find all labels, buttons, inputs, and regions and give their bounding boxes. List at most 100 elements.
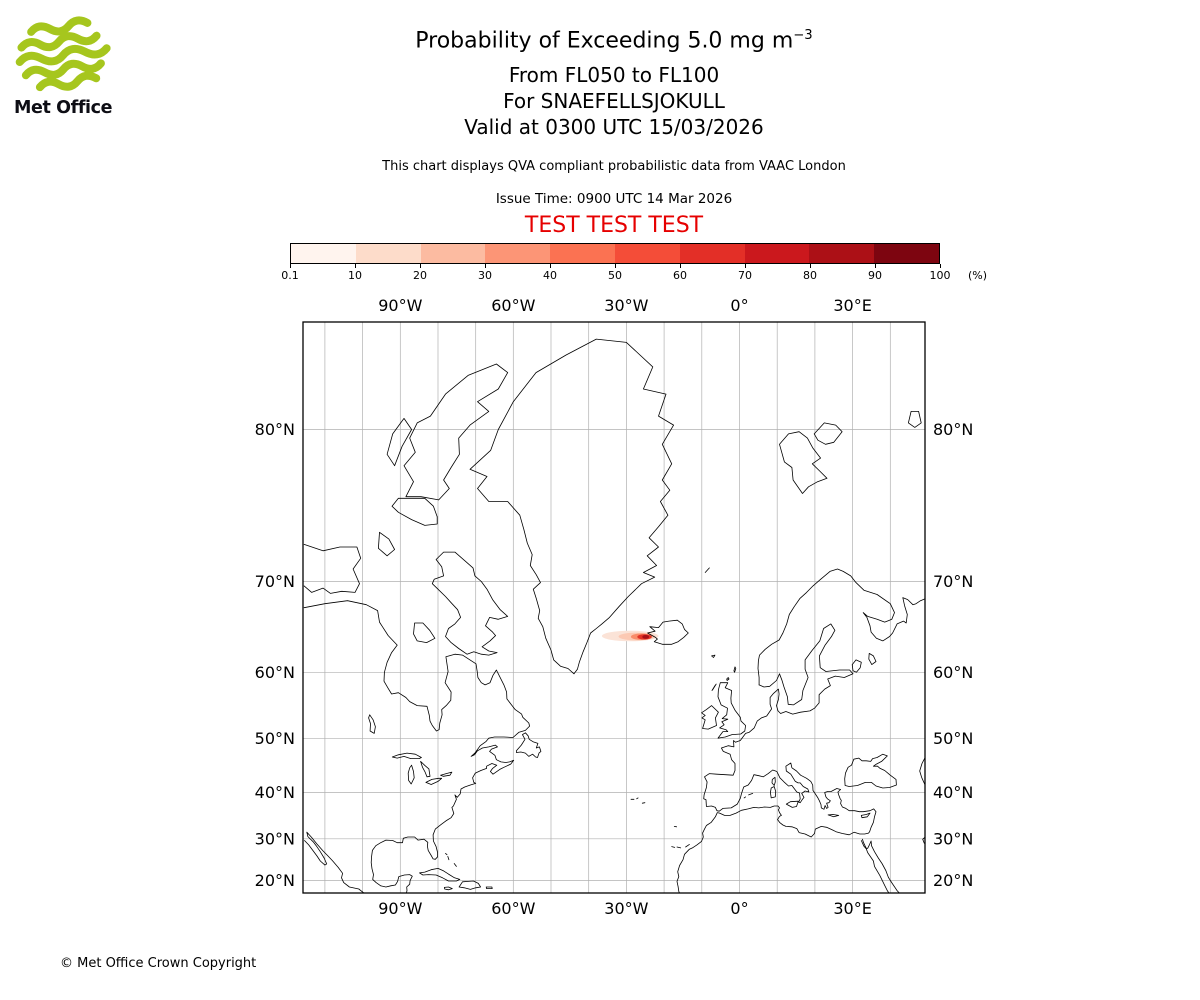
coastline-ellesmere [403,363,509,501]
coastline-europe_africa [676,623,877,893]
subtitle-volcano: For SNAEFELLSJOKULL [503,89,725,113]
coastline-iceland [647,619,689,645]
colorbar-segment [355,244,421,263]
lon-tick-label-bottom: 0° [730,899,748,918]
chart-title-text: Probability of Exceeding 5.0 mg m [415,28,794,54]
colorbar-segment [614,244,680,263]
coastline-southampton [413,622,436,643]
coastline-newfoundland [516,732,542,758]
coastline-cuba [419,868,461,882]
lat-tick-label-right: 40°N [933,783,973,802]
coastline-bahamas3 [453,863,457,867]
lat-tick-label-left: 60°N [255,663,295,682]
lat-tick-label-left: 30°N [255,829,295,848]
issue-time-label: Issue Time: 0900 UTC 14 Mar 2026 [495,191,733,207]
map-axis-labels: 90°W 90°W 60°W 60°W 30°W 30°W 0° 0° 30°E 30°E 20°N… [255,296,974,918]
lat-tick-label-right: 80°N [933,420,973,439]
lat-tick-label-left: 20°N [255,871,295,890]
colorbar-tickmark [355,264,356,268]
colorbar-tickmark [745,264,746,268]
colorbar-tickmark [940,264,941,268]
met-office-logo-text: Met Office [14,98,113,118]
coastline-lake_ontario [440,771,453,777]
colorbar-tick-label: 0.1 [281,269,299,282]
lon-tick-label-bottom: 30°E [833,899,871,918]
colorbar-tick-label: 40 [543,269,557,282]
lat-tick-label-right: 30°N [933,829,973,848]
lon-tick-label-top: 90°W [378,296,422,315]
coastline-canary1 [671,846,676,848]
colorbar-tickmark [420,264,421,268]
chart-title-exponent: −3 [793,28,813,43]
coastline-lake_winnipeg [368,714,376,734]
map-frame [302,321,926,894]
lat-tick-label-left: 40°N [255,783,295,802]
coastline-lake_michigan [407,764,415,785]
coastline-norway_arctic [757,568,925,686]
colorbar-tick-label: 60 [673,269,687,282]
coastline-canary3 [685,844,690,848]
lon-tick-label-bottom: 60°W [491,899,535,918]
copyright-notice: © Met Office Crown Copyright [60,956,257,971]
coastline-azores3 [641,802,646,804]
colorbar-segment [550,244,615,263]
colorbar-tickmark [485,264,486,268]
coastline-hispaniola [458,880,481,890]
coastline-shetland [733,666,737,673]
met-office-logo: Met Office [14,14,124,118]
lat-tick-label-right: 50°N [933,729,973,748]
coastline-devon [391,497,438,526]
test-banner: TEST TEST TEST [524,213,704,238]
coastline-lake_huron [420,761,431,778]
coastline-cyprus [860,812,871,819]
lat-tick-label-right: 20°N [933,871,973,890]
coastline-azores2 [636,797,639,800]
coastline-uk [717,682,746,739]
colorbar-tick-label: 70 [738,269,752,282]
coastline-greenland [469,338,674,675]
coastline-jamaica [444,886,453,891]
coastline-caspian_west [919,756,925,786]
lat-tick-label-right: 60°N [933,663,973,682]
colorbar-tickmark [290,264,291,268]
map-contents [303,322,925,893]
coastline-lake_erie [425,777,443,785]
met-office-logo-waves-icon [15,16,111,92]
colorbar-segment [744,244,810,263]
coastline-crete [827,814,840,818]
coastline-lake_onega [868,653,877,665]
coastline-north_america [303,600,530,893]
lon-tick-label-top: 30°E [833,296,871,315]
colorbar-segment [420,244,486,263]
qva-compliance-note: This chart displays QVA compliant probab… [382,159,846,174]
coastline-somerset [378,531,395,557]
ash-plume-contour [642,635,650,639]
coastline-orkney [726,677,730,681]
lon-tick-label-bottom: 90°W [378,899,422,918]
coastline-puerto_rico [485,886,493,889]
colorbar-unit-label: (%) [968,269,988,282]
subtitle-valid-time: Valid at 0300 UTC 15/03/2026 [464,115,764,139]
coastline-corsica [771,776,776,786]
colorbar-tickmark [680,264,681,268]
coastline-svalbard [779,431,828,494]
colorbar-tick-label: 50 [608,269,622,282]
coastline-black_sea [844,753,897,789]
coastline-nordaustlandet [813,422,843,445]
lon-tick-label-top: 30°W [604,296,648,315]
lon-tick-label-top: 60°W [491,296,535,315]
colorbar-tick-label: 10 [348,269,362,282]
coastline-victoria [303,544,362,594]
coastline-lake_ladoga [851,659,862,673]
colorbar-segment [679,244,745,263]
chart-title: Probability of Exceeding 5.0 mg m−3 [14,28,1200,53]
colorbar-tickmark [810,264,811,268]
colorbar-tick-label: 100 [929,269,951,282]
colorbar-segment [291,244,356,263]
colorbar-tick-label: 20 [413,269,427,282]
colorbar-tickmark [550,264,551,268]
coastline-balearic2 [743,796,746,799]
lat-tick-label-right: 70°N [933,572,973,591]
lon-tick-label-bottom: 30°W [604,899,648,918]
lat-tick-label-left: 50°N [255,729,295,748]
